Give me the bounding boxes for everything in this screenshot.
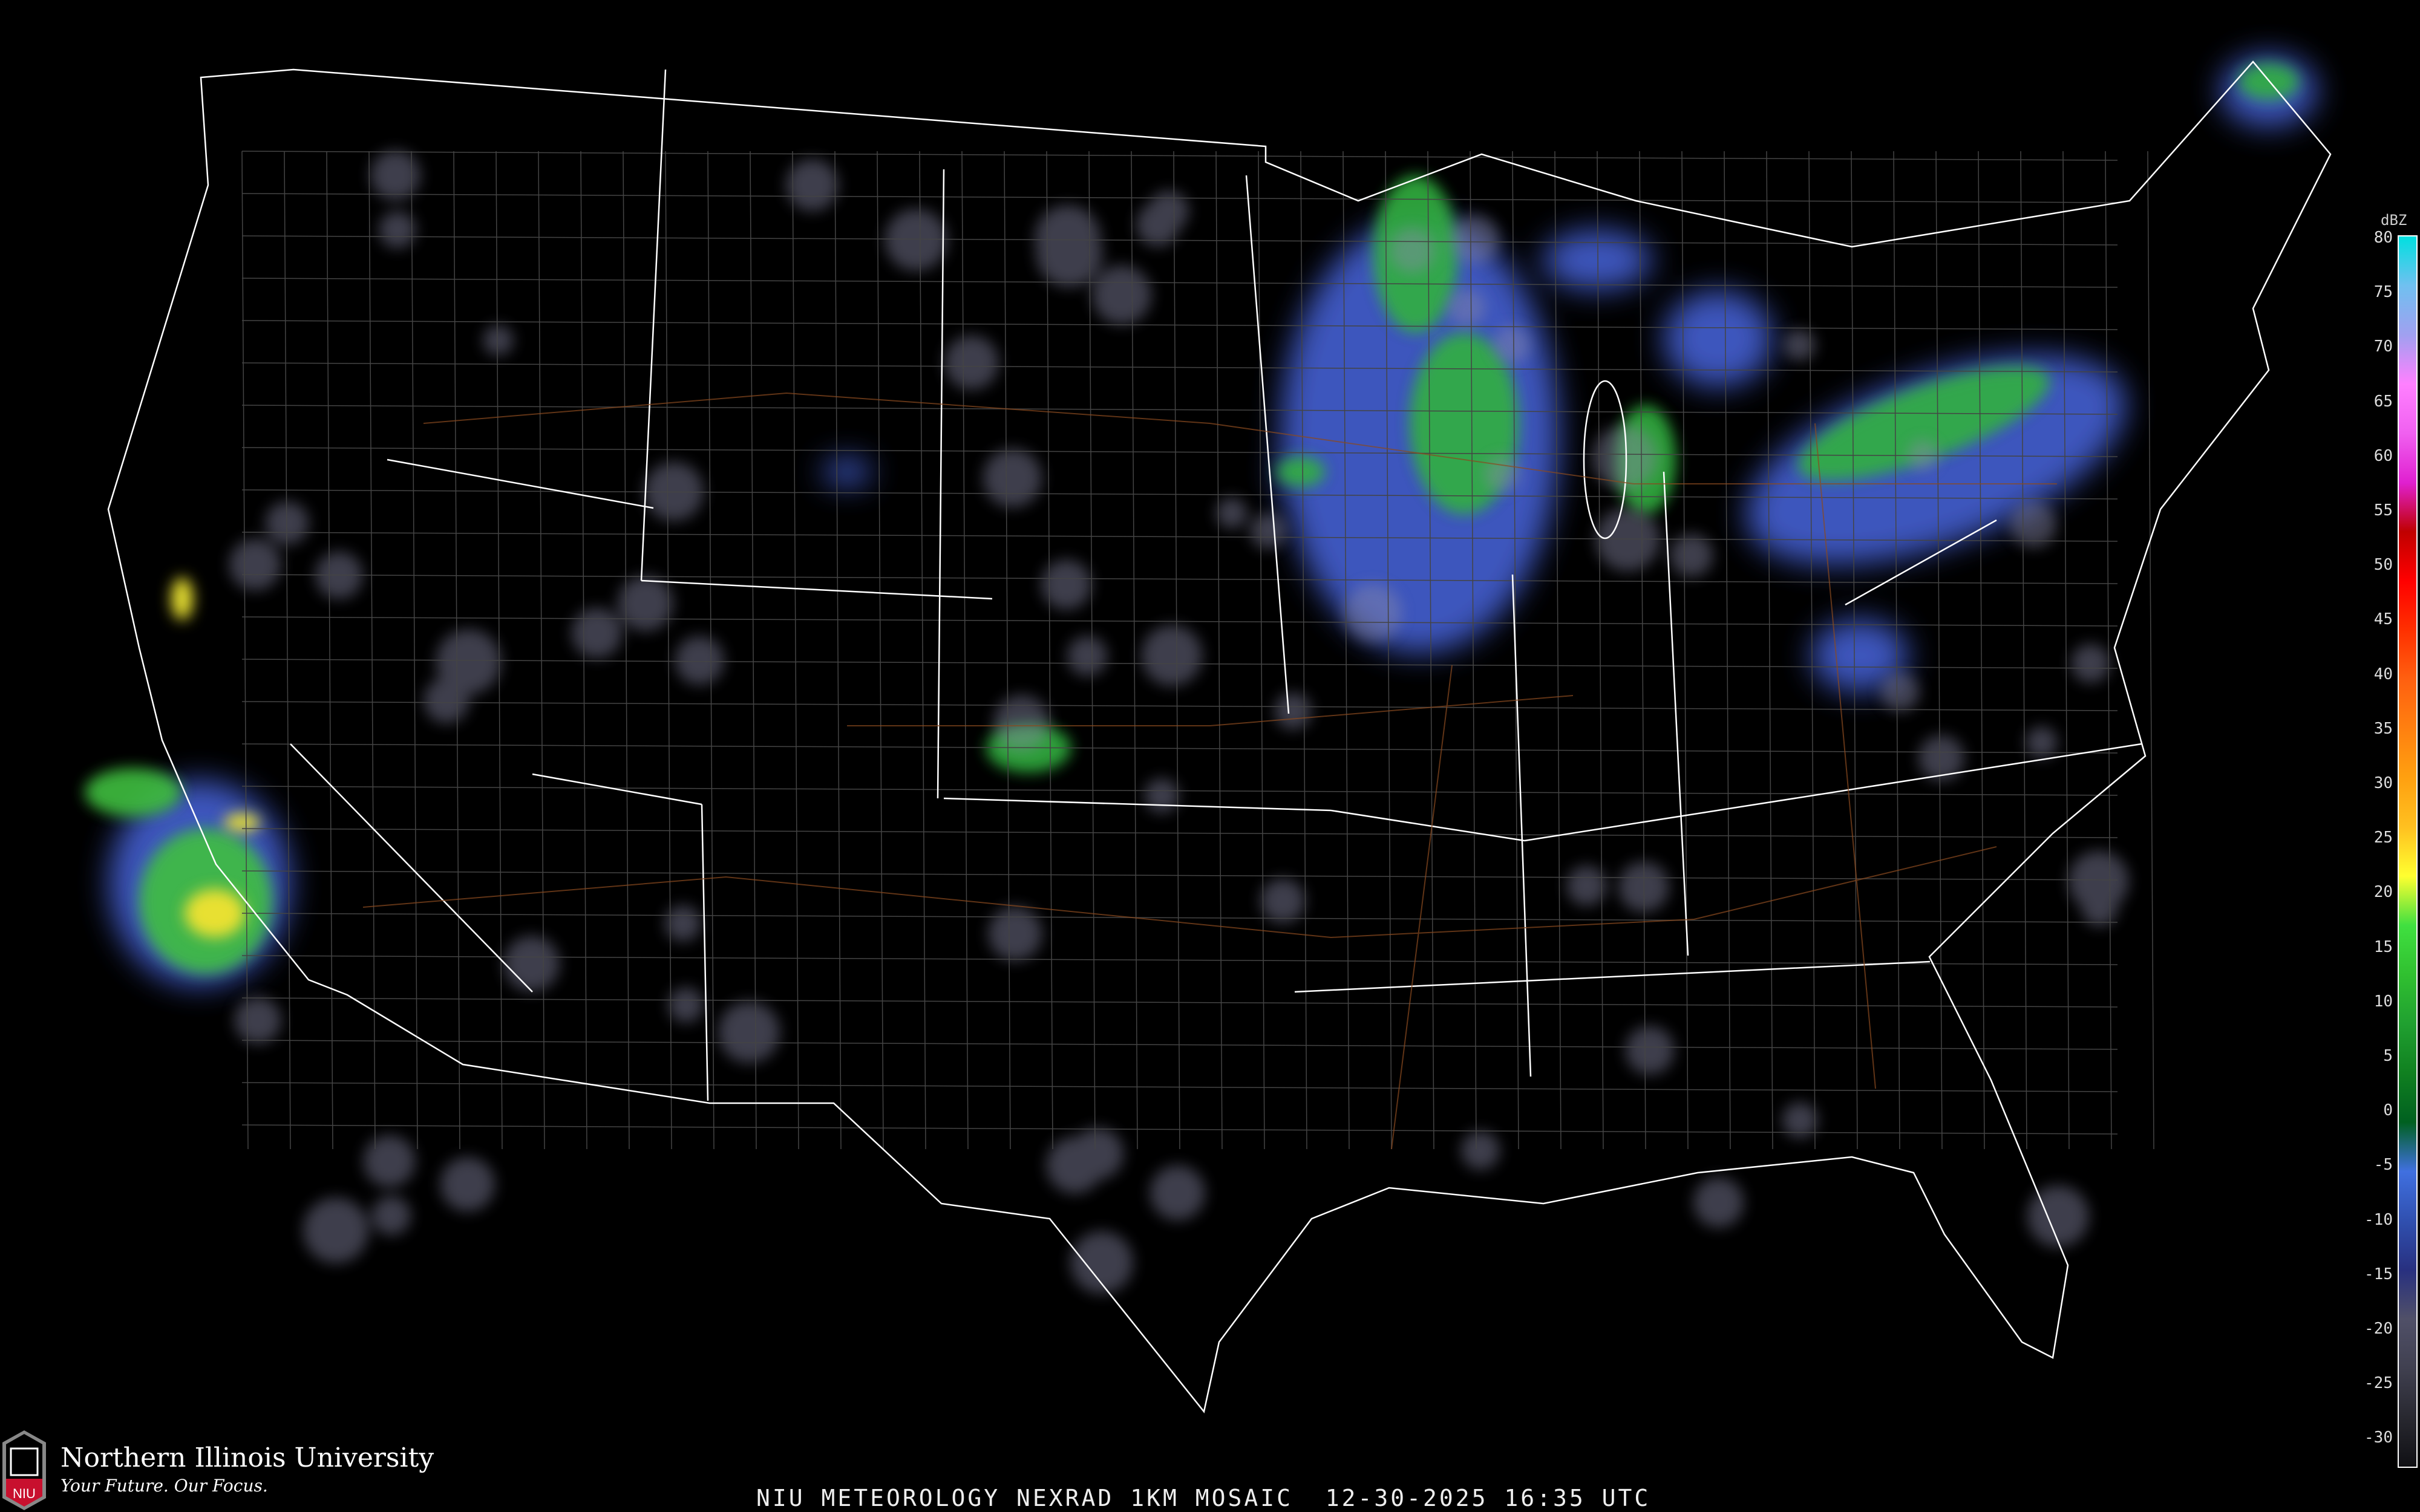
radar-clutter [265,501,309,545]
legend-label: 20 [2373,883,2393,902]
radar-clutter [2071,644,2110,683]
radar-clutter [1035,205,1100,271]
legend-label: -25 [2364,1374,2393,1393]
radar-clutter [363,1135,416,1187]
radar-clutter [1150,1165,1205,1220]
radar-clutter [988,907,1042,961]
legend-label: 40 [2373,665,2393,683]
legend-label: 5 [2383,1047,2393,1065]
legend-label: -15 [2364,1265,2393,1283]
conus-outline [107,60,2332,1413]
radar-clutter [503,936,560,992]
radar-clutter [436,629,502,694]
radar-clutter [1216,497,1248,529]
legend-label: 30 [2373,774,2393,792]
radar-clutter [668,987,704,1023]
radar-clutter [1670,533,1713,577]
radar-clutter [1274,692,1312,730]
radar-clutter [1483,455,1520,492]
radar-clutter [1390,227,1435,273]
radar-clutter [665,905,701,942]
legend-label: 75 [2373,283,2393,302]
radar-clutter [618,576,673,631]
county-lines [241,151,2154,1150]
state-boundaries [107,60,2332,1413]
university-name: Northern Illinois University [60,1442,434,1473]
radar-clutter [1041,559,1091,610]
radar-clutter [1344,584,1402,642]
radar-clutter [1625,1026,1675,1075]
radar-clutter [993,695,1050,751]
legend-label: 80 [2373,229,2393,247]
radar-clutter [234,997,281,1044]
legend-label: 65 [2373,392,2393,411]
radar-clutter [885,209,947,272]
radar-clutter [303,1198,369,1263]
legend-label: 25 [2373,829,2393,847]
radar-clutter [1782,1102,1818,1138]
radar-clutter [483,325,514,356]
radar-clutter [1493,326,1531,364]
radar-clutter [229,539,281,591]
lake-michigan [1583,380,1627,539]
radar-clutter [1461,1131,1500,1170]
radar-clutter [1141,625,1203,686]
radar-clutter [2026,726,2058,758]
radar-clutter [440,1157,495,1211]
legend-unit: dBZ [2381,212,2407,229]
radar-clutter [1784,329,1816,361]
legend-label: 70 [2373,337,2393,356]
radar-clutter [1136,203,1180,247]
radar-clutter [1092,265,1151,325]
legend-label: 60 [2373,446,2393,465]
radar-clutter [1046,1136,1104,1194]
radar-clutter [944,335,999,390]
radar-clutter [2068,850,2129,911]
university-tagline: Your Future. Our Focus. [60,1476,268,1496]
legend-label: -20 [2364,1320,2393,1338]
radar-clutter [571,608,622,659]
radar-clutter [2027,1185,2089,1247]
radar-clutter [1693,1177,1744,1228]
radar-clutter [1880,673,1920,712]
radar-clutter [675,636,724,685]
legend-label: -10 [2364,1210,2393,1229]
map-caption: NIU METEOROLOGY NEXRAD 1KM MOSAIC 12-30-… [756,1485,1651,1511]
legend-label: 0 [2383,1101,2393,1120]
radar-clutter [644,461,704,521]
legend-label: -30 [2364,1429,2393,1447]
radar-clutter [983,448,1042,507]
radar-clutter [371,1196,411,1236]
svg-text:NIU: NIU [13,1486,36,1501]
radar-clutter [424,677,469,723]
radar-clutter [1250,513,1286,549]
radar-clutter [1907,439,1939,471]
radar-clutter [718,1001,780,1063]
legend-label: 55 [2373,501,2393,520]
niu-logo: NIU [2,1430,46,1510]
radar-clutter [1260,878,1306,924]
legend-label: 15 [2373,937,2393,956]
dbz-color-legend [2398,235,2418,1468]
radar-clutter [1451,215,1500,264]
legend-label: 35 [2373,719,2393,738]
radar-clutter [1918,735,1964,781]
radar-echoes [85,54,2317,1294]
radar-clutter [2081,890,2118,927]
legend-label: 45 [2373,610,2393,629]
radar-clutter [1067,636,1108,676]
radar-clutter [379,211,416,249]
radar-clutter [370,150,420,201]
legend-label: 50 [2373,556,2393,575]
radar-clutter [1566,865,1607,906]
radar-clutter [786,159,839,212]
radar-clutter [1144,778,1179,813]
radar-clutter [1447,288,1486,327]
radar-clutter [2010,501,2057,548]
legend-label: 10 [2373,992,2393,1011]
highways [362,392,2057,1150]
radar-clutter [1070,1231,1133,1294]
legend-label: -5 [2373,1156,2393,1175]
